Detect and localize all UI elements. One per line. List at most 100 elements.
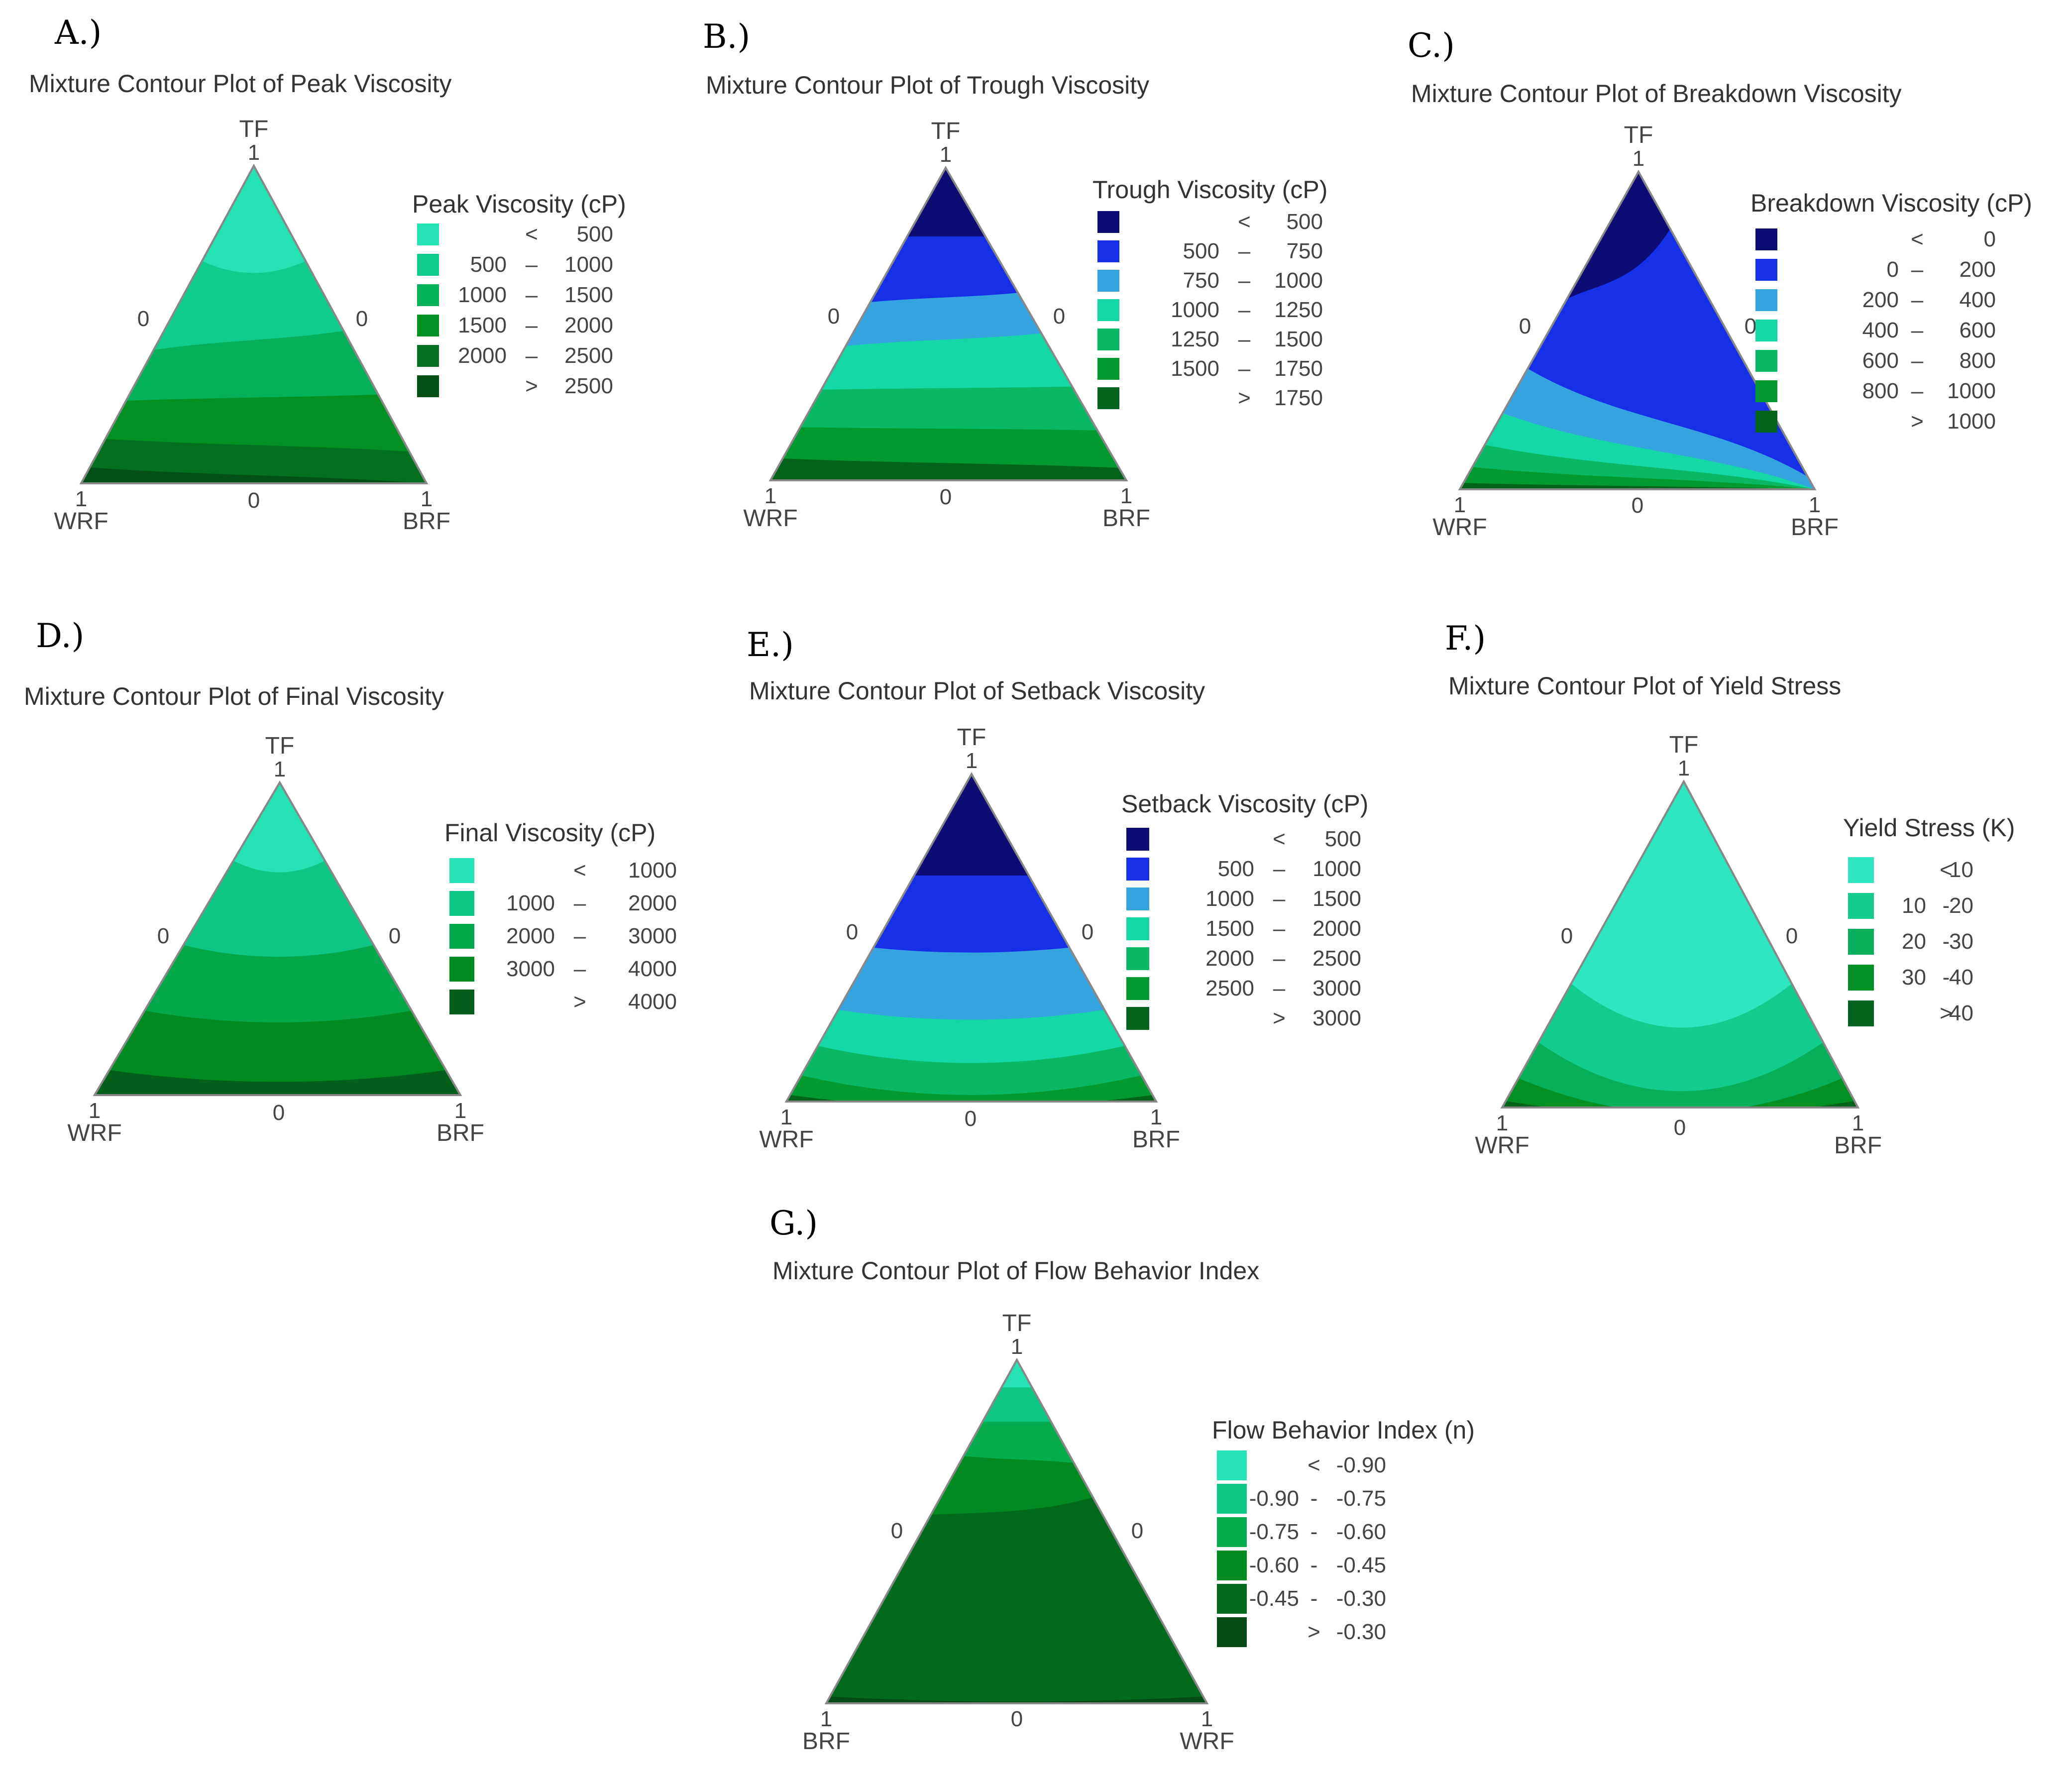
legend: Final Viscosity (cP)< 10001000–20002000–3… [444,819,677,1014]
vertex-tick-right: 1 [1201,1707,1213,1731]
vertex-tick-right: 1 [1809,493,1821,517]
legend-bin-high: 800 [1960,348,1996,373]
legend: Trough Viscosity (cP)< 500500–750750–1000… [1092,176,1327,410]
vertex-label-top: TF [1624,122,1653,148]
legend-swatch [417,254,439,276]
panel-title: Mixture Contour Plot of Final Viscosity [24,682,444,710]
ternary-plot [75,763,480,1100]
legend-bin-low: 1000 [506,891,555,915]
legend-bin-high: 40 [1949,1001,1973,1025]
legend-bin-operator: – [1238,298,1251,322]
legend-bin-high: 200 [1960,257,1996,282]
legend-item: <1000 [449,858,677,883]
legend-swatch [1126,1007,1149,1030]
legend-bin-high: -0.60 [1336,1520,1386,1544]
legend-item: > -0.30 [1217,1617,1386,1647]
legend-bin-low: 1250 [1171,327,1219,351]
legend: Peak Viscosity (cP)< 500500–10001000–1500… [412,190,626,398]
legend-bin-high: 4000 [628,990,677,1014]
edge-tick-left: 0 [828,304,840,329]
legend-item: -0.45- -0.30 [1217,1584,1386,1614]
legend-item: 2500– 3000 [1126,976,1361,1000]
panel-title: Mixture Contour Plot of Flow Behavior In… [772,1257,1259,1285]
legend-bin-low: 500 [1218,857,1254,881]
ternary-plot [61,146,446,488]
legend-bin-high: 1000 [1947,379,1996,403]
panel-a: A.) Mixture Contour Plot of Peak Viscosit… [29,13,626,535]
legend-item: 400–600 [1755,318,1996,342]
vertex-label-left: BRF [802,1728,850,1755]
legend-bin-low: -0.45 [1249,1586,1299,1611]
legend-bin-operator: – [1238,239,1251,263]
legend-bin-low: 500 [470,252,507,277]
edge-tick-bottom: 0 [273,1101,285,1125]
vertex-tick-left: 1 [89,1099,101,1123]
legend-bin-low: 800 [1862,379,1899,403]
legend-item: >4000 [449,990,677,1014]
legend-swatch [1848,1000,1874,1026]
legend-item: 750–1000 [1097,268,1323,293]
vertex-label-top: TF [239,116,269,142]
legend-bin-operator: – [1273,916,1286,941]
legend-bin-high: 500 [1287,210,1323,234]
edge-tick-bottom: 0 [1632,493,1643,518]
legend: Yield Stress (K)<1010 -2020 -3030 -40>40 [1843,814,2015,1026]
figure-canvas: A.)Mixture Contour Plot of Peak Viscosit… [0,0,2072,1777]
legend-bin-operator: > [1238,386,1251,410]
vertex-label-left: WRF [759,1126,813,1153]
legend-title: Flow Behavior Index (n) [1212,1416,1475,1444]
legend-item: 2000–2500 [1126,946,1361,971]
legend-swatch [449,891,474,916]
legend-bin-operator: – [574,891,586,915]
legend-bin-high: -0.30 [1336,1586,1386,1611]
legend-item: 500–750 [1097,239,1323,263]
legend-bin-high: 1750 [1274,356,1323,381]
legend-bin-operator: < [1308,1453,1320,1477]
legend-bin-low: 1000 [1205,887,1254,911]
legend-bin-low: 1500 [1171,356,1219,381]
legend-bin-high: 750 [1287,239,1323,263]
legend-bin-operator: < [525,222,538,246]
legend-bin-operator: > [1308,1620,1320,1644]
panel-f: F.)Mixture Contour Plot of Yield StressT… [1445,619,2015,1159]
vertex-label-left: WRF [67,1120,121,1146]
legend-bin-operator: - [1310,1586,1318,1611]
legend-swatch [449,990,474,1014]
legend-swatch [1848,857,1874,883]
legend-swatch [1217,1584,1247,1614]
edge-tick-right: 0 [1053,304,1065,329]
legend-swatch [1217,1617,1247,1647]
panel-d: D.)Mixture Contour Plot of Final Viscosi… [24,617,677,1146]
legend-swatch [1097,270,1119,292]
ternary-plot [806,1340,1227,1708]
legend-item: <500 [417,222,613,246]
legend-bin-operator: – [1273,857,1286,881]
legend-item: 3000–4000 [449,957,677,982]
legend-bin-low: -0.75 [1249,1520,1299,1544]
legend-bin-high: 2500 [564,374,613,398]
legend-bin-high: 3000 [1312,1006,1361,1030]
vertex-tick-right: 1 [1150,1105,1162,1129]
legend-bin-high: 20 [1949,893,1973,918]
vertex-tick-left: 1 [820,1707,832,1731]
contour-regions [806,1340,1227,1708]
vertex-label-top: TF [1669,732,1699,758]
legend-swatch [417,223,439,245]
legend-bin-operator: - [1310,1486,1318,1511]
legend-bin-high: 2000 [564,313,613,337]
legend-bin-high: 1750 [1274,386,1323,410]
edge-tick-bottom: 0 [940,485,952,509]
vertex-label-right: BRF [436,1120,484,1146]
legend-bin-operator: – [1911,348,1924,373]
legend-item: <10 [1848,857,1973,883]
legend: Setback Viscosity (cP)< 500500–10001000–1… [1121,790,1368,1030]
legend-item: <0 [1755,227,1996,251]
panel-title: Mixture Contour Plot of Peak Viscosity [29,70,451,98]
legend-bin-operator: – [1273,976,1286,1000]
legend-bin-low: 30 [1902,965,1926,990]
legend-bin-high: 10 [1949,858,1973,882]
legend-item: >3000 [1126,1006,1361,1030]
legend-swatch [1097,299,1119,321]
legend-bin-operator: > [525,374,538,398]
edge-tick-right: 0 [356,307,368,331]
